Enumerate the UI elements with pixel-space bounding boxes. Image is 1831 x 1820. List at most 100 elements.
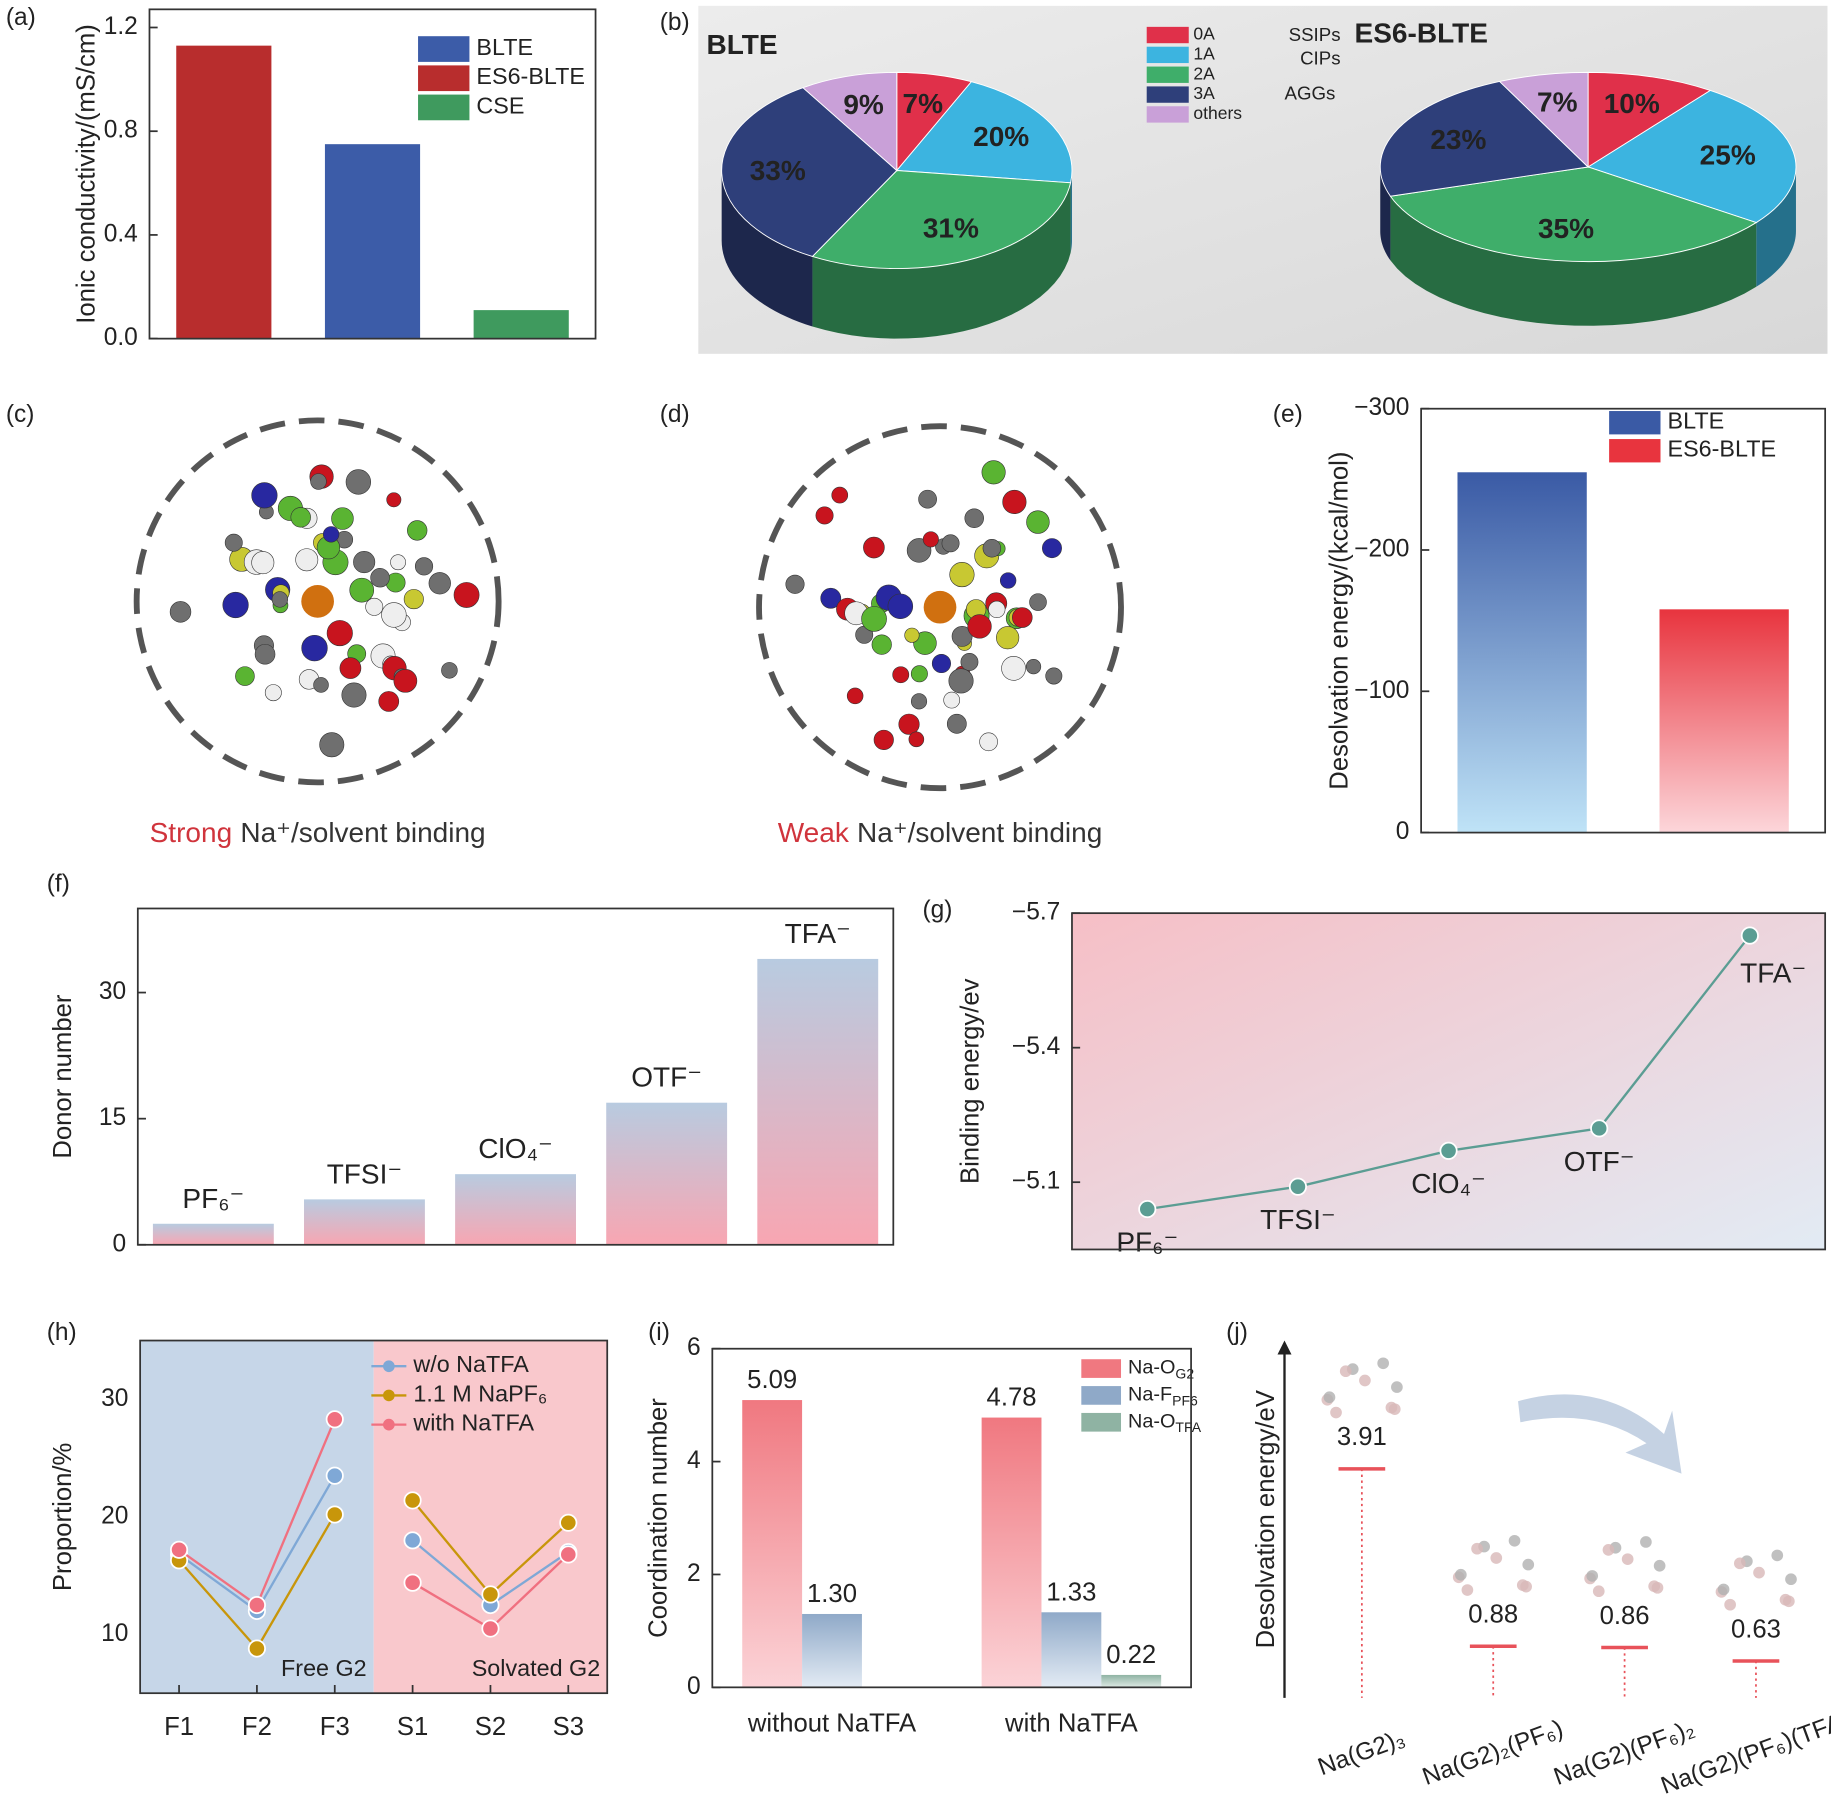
legend-name: BLTE [1668,408,1725,434]
molecule-atom [1377,1357,1390,1370]
molecule-atom [1653,1559,1666,1572]
pie-value-label: 7% [903,88,944,119]
value-label: 4.78 [987,1384,1037,1412]
y-tick-label: 6 [687,1334,701,1361]
atom [943,691,961,709]
atom [964,508,984,528]
pie-side [1380,166,1391,261]
y-axis-label: Donor number [49,994,77,1159]
atom [403,589,424,610]
point [403,1531,422,1550]
legend-label: 0A [1193,24,1215,44]
y-tick-label: 10 [101,1620,128,1647]
atom [861,606,887,632]
molecule-atom [1359,1374,1371,1387]
value-label: 0.86 [1600,1602,1650,1630]
legend-subscript: G2 [1175,1365,1194,1381]
atom [1042,538,1062,559]
atom [271,591,289,608]
category-label: PF₆⁻ [182,1183,244,1214]
pie-value-label: 25% [1700,139,1756,170]
legend-name: BLTE [476,34,533,60]
point [1138,1200,1157,1219]
point-label: TFA⁻ [1740,958,1806,989]
atom [264,684,282,702]
legend-swatch [1146,46,1189,64]
y-tick-label: 4 [687,1447,701,1474]
category-label: TFA⁻ [785,918,851,949]
legend-label: 1A [1193,44,1215,64]
bar [176,45,272,339]
molecule-atom [1520,1580,1532,1593]
value-label: 1.30 [807,1580,857,1608]
atom [815,506,834,525]
x-tick-label: S2 [475,1713,506,1741]
y-tick-label: 20 [101,1502,128,1529]
atom [873,729,894,750]
atom [301,634,328,662]
bar [757,958,879,1245]
molecule-atom [1771,1549,1784,1562]
atom [428,572,451,595]
atom [988,600,1006,619]
molecule-atom [1388,1403,1401,1415]
plot-frame [139,1339,609,1695]
legend-swatch [418,65,470,92]
legend-label: ES6-BLTE [476,63,585,89]
pie-slice [1379,80,1590,197]
atom [322,526,340,543]
pie-side [1756,166,1796,287]
caption-text: Na⁺/solvent binding [857,817,1102,848]
y-tick-label: 2 [687,1560,701,1587]
atom [863,536,885,559]
y-axis-label: Ionic conductivity/(mS/cm) [72,24,100,324]
x-tick-label: S3 [553,1713,584,1741]
atom [1001,656,1026,681]
x-tick-label: Na(G2)₃ [1314,1725,1408,1781]
legend-label: w/o NaTFA [412,1351,529,1377]
bar [742,1400,803,1688]
caption-highlight: Weak [778,817,850,848]
value-label: 0.88 [1468,1601,1518,1629]
legend-label: BLTE [1668,408,1725,434]
bar [473,310,569,339]
atom [1012,607,1033,628]
y-tick-label: −5.1 [1012,1168,1060,1195]
legend-name: 1.1 M NaPF₆ [413,1381,547,1407]
pie-value-label: 10% [1604,88,1660,119]
sodium-ion [923,590,957,624]
atom [254,643,276,665]
panel-label: (i) [648,1319,670,1346]
value-label: 3.91 [1337,1423,1387,1451]
legend-name: ES6-BLTE [476,63,585,89]
molecule-atom [1522,1558,1535,1571]
atom [931,653,951,674]
panel-label: (a) [6,4,36,31]
legend-label: Na-OG2 [1128,1357,1194,1381]
atom [251,482,278,509]
atom [290,507,311,528]
molecule-atom [1753,1566,1765,1579]
y-tick-label: 0 [112,1230,126,1257]
bar [324,144,421,339]
annotation: CIPs [1300,47,1340,68]
bar [455,1174,576,1245]
legend-swatch [1146,26,1189,44]
atom [393,669,418,693]
atom [407,520,428,541]
atom [981,460,1006,485]
molecule-atom [1508,1534,1521,1547]
atom [898,713,920,735]
annotation: SSIPs [1289,24,1341,45]
point-label: OTF⁻ [1564,1146,1635,1177]
molecule-atom [1471,1542,1483,1555]
y-tick-label: 1.2 [104,13,138,40]
atom [1045,667,1063,685]
atom [319,732,345,758]
atom [326,620,353,647]
legend-marker [383,1418,395,1431]
atom [331,507,354,530]
atom [414,557,434,576]
sodium-ion [301,585,334,618]
pie-slice [802,71,898,172]
